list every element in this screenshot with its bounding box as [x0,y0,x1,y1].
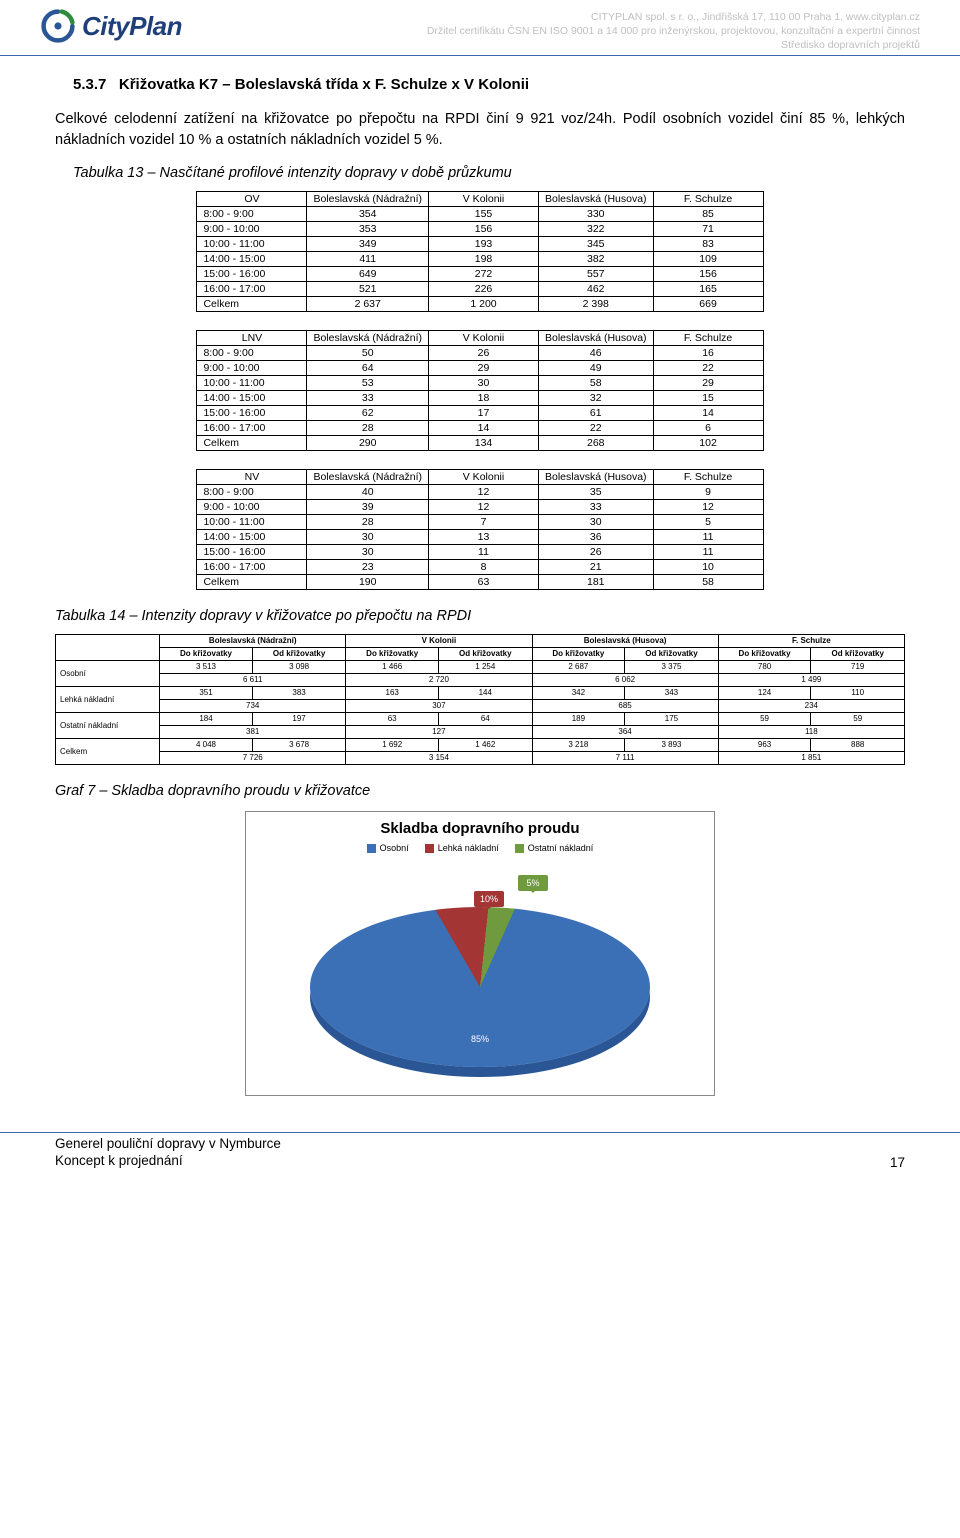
chart-legend: Osobní Lehká nákladní Ostatní nákladní [254,843,706,853]
table14-caption: Tabulka 14 – Intenzity dopravy v křižova… [55,608,905,624]
legend-item: Lehká nákladní [425,843,499,853]
header-line1: CITYPLAN spol. s r. o., Jindřišská 17, 1… [427,10,920,24]
section-title: Křižovatka K7 – Boleslavská třída x F. S… [119,76,529,93]
table14: Boleslavská (Nádražní)V KoloniiBoleslavs… [55,634,905,765]
legend-swatch-icon [425,844,434,853]
footer-subtitle: Koncept k projednání [55,1152,281,1170]
legend-label: Osobní [380,843,409,853]
legend-item: Osobní [367,843,409,853]
legend-item: Ostatní nákladní [515,843,594,853]
legend-label: Lehká nákladní [438,843,499,853]
header-line2: Držitel certifikátu ČSN EN ISO 9001 a 14… [427,24,920,38]
chart-title: Skladba dopravního proudu [254,820,706,837]
footer-left: Generel pouliční dopravy v Nymburce Konc… [55,1135,281,1170]
pie-callout: 85% [465,1031,495,1047]
table-lnv: LNVBoleslavská (Nádražní)V KoloniiBolesl… [196,330,763,451]
page-number: 17 [890,1155,905,1170]
chart-caption: Graf 7 – Skladba dopravního proudu v kři… [55,783,905,799]
table-nv: NVBoleslavská (Nádražní)V KoloniiBolesla… [196,469,763,590]
pie-callout: 10% [474,891,504,907]
header-meta: CITYPLAN spol. s r. o., Jindřišská 17, 1… [427,8,920,53]
page-header: CityPlan CITYPLAN spol. s r. o., Jindřiš… [0,0,960,56]
logo-icon [40,8,76,44]
pie-chart: 5% 10% 85% [260,861,700,1091]
table-ov: OVBoleslavská (Nádražní)V KoloniiBolesla… [196,191,763,312]
logo: CityPlan [40,8,182,44]
legend-swatch-icon [515,844,524,853]
page-content: 5.3.7 Křižovatka K7 – Boleslavská třída … [0,56,960,1106]
footer-title: Generel pouliční dopravy v Nymburce [55,1135,281,1153]
table13-caption: Tabulka 13 – Nasčítané profilové intenzi… [73,165,905,181]
section-heading: 5.3.7 Křižovatka K7 – Boleslavská třída … [73,76,905,93]
intro-paragraph: Celkové celodenní zatížení na křižovatce… [55,109,905,151]
legend-swatch-icon [367,844,376,853]
page-footer: Generel pouliční dopravy v Nymburce Konc… [0,1132,960,1180]
header-line3: Středisko dopravních projektů [427,38,920,52]
section-number: 5.3.7 [73,76,106,93]
legend-label: Ostatní nákladní [528,843,594,853]
pie-callout: 5% [518,875,548,891]
chart-frame: Skladba dopravního proudu Osobní Lehká n… [245,811,715,1096]
logo-text: CityPlan [82,11,182,42]
